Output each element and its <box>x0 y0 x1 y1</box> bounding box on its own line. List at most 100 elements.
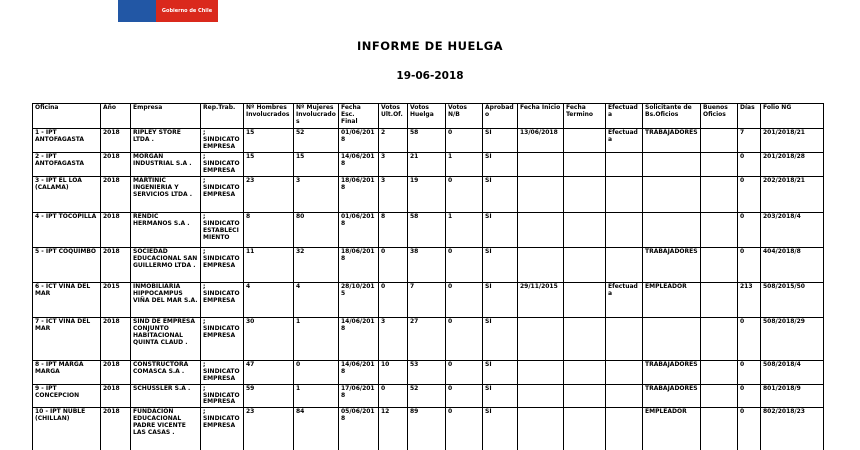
cell-aprobado: SI <box>482 151 518 177</box>
column-header-votos-ult-of: Votos Ult.Of. <box>378 103 408 129</box>
cell-fecha-termino <box>563 211 606 248</box>
cell-fecha-inicio <box>517 246 564 283</box>
cell-hombres: 15 <box>243 128 294 153</box>
cell-votos-nb: 0 <box>445 281 483 318</box>
cell-rep-trab: ; SINDICATO EMPRESA <box>200 407 244 450</box>
cell-empresa: SOCIEDAD EDUCACIONAL SAN GUILLERMO LTDA … <box>130 246 201 283</box>
cell-votos-ult-of: 0 <box>378 281 408 318</box>
cell-ano: 2015 <box>100 281 131 318</box>
cell-fecha-esc-final: 14/06/2018 <box>338 316 379 361</box>
cell-folio-ng: 508/2015/50 <box>760 281 824 318</box>
cell-oficina: 2 - IPT ANTOFAGASTA <box>32 151 101 177</box>
cell-buenos-oficios <box>700 281 738 318</box>
strike-table-container: Oficina Año Empresa Rep.Trab. Nº Hombres Inv… <box>32 103 824 450</box>
column-header-rep-trab: Rep.Trab. <box>200 103 244 129</box>
cell-fecha-inicio <box>517 359 564 385</box>
column-header-mujeres: Nº Mujeres Involucrados <box>293 103 339 129</box>
cell-ano: 2018 <box>100 407 131 450</box>
cell-empresa: MARTINIC INGENIERIA Y SERVICIOS LTDA . <box>130 175 201 213</box>
cell-mujeres: 84 <box>293 407 339 450</box>
cell-solicitante: EMPLEADOR <box>642 281 701 318</box>
column-header-empresa: Empresa <box>130 103 201 129</box>
cell-oficina: 1 - IPT ANTOFAGASTA <box>32 128 101 153</box>
cell-rep-trab: ; SINDICATO EMPRESA <box>200 151 244 177</box>
cell-ano: 2018 <box>100 359 131 385</box>
cell-votos-ult-of: 12 <box>378 407 408 450</box>
cell-buenos-oficios <box>700 211 738 248</box>
cell-oficina: 9 - IPT CONCEPCION <box>32 383 101 409</box>
table-row: 6 - ICT VIÑA DEL MAR 2015 INMOBILIARIA HIP… <box>32 281 824 318</box>
page-title: INFORME DE HUELGA <box>356 39 504 53</box>
cell-fecha-esc-final: 01/06/2018 <box>338 211 379 248</box>
cell-hombres: 15 <box>243 151 294 177</box>
cell-fecha-termino <box>563 281 606 318</box>
cell-efectuada <box>605 246 643 283</box>
cell-fecha-termino <box>563 383 606 409</box>
cell-votos-ult-of: 0 <box>378 383 408 409</box>
column-header-hombres: Nº Hombres Involucrados <box>243 103 294 129</box>
cell-fecha-esc-final: 05/06/2018 <box>338 407 379 450</box>
cell-aprobado: SI <box>482 211 518 248</box>
cell-oficina: 8 - IPT MARGA MARGA <box>32 359 101 385</box>
cell-buenos-oficios <box>700 246 738 283</box>
table-row: 4 - IPT TOCOPILLA 2018 RENDIC HERMANOS S.A… <box>32 211 824 248</box>
cell-solicitante: TRABAJADORES <box>642 383 701 409</box>
cell-ano: 2018 <box>100 151 131 177</box>
cell-fecha-esc-final: 18/06/2018 <box>338 246 379 283</box>
cell-hombres: 59 <box>243 383 294 409</box>
cell-hombres: 4 <box>243 281 294 318</box>
cell-oficina: 7 - ICT VIÑA DEL MAR <box>32 316 101 361</box>
cell-oficina: 5 - IPT COQUIMBO <box>32 246 101 283</box>
table-row: 5 - IPT COQUIMBO 2018 SOCIEDAD EDUCACIONAL… <box>32 246 824 283</box>
cell-votos-huelga: 21 <box>407 151 446 177</box>
cell-votos-huelga: 27 <box>407 316 446 361</box>
cell-dias: 0 <box>737 211 761 248</box>
cell-oficina: 4 - IPT TOCOPILLA <box>32 211 101 248</box>
cell-fecha-inicio <box>517 151 564 177</box>
table-header: Oficina Año Empresa Rep.Trab. Nº Hombres Inv… <box>32 103 824 129</box>
cell-efectuada: Efectuada <box>605 281 643 318</box>
cell-mujeres: 1 <box>293 316 339 361</box>
cell-votos-nb: 0 <box>445 383 483 409</box>
cell-solicitante: TRABAJADORES <box>642 128 701 153</box>
cell-ano: 2018 <box>100 246 131 283</box>
cell-fecha-inicio <box>517 211 564 248</box>
cell-buenos-oficios <box>700 407 738 450</box>
cell-folio-ng: 201/2018/28 <box>760 151 824 177</box>
cell-folio-ng: 201/2018/21 <box>760 128 824 153</box>
cell-hombres: 23 <box>243 407 294 450</box>
table-row: 2 - IPT ANTOFAGASTA 2018 MORGAN INDUSTRIAL… <box>32 151 824 177</box>
cell-empresa: SIND DE EMPRESA CONJUNTO HABITACIONAL QU… <box>130 316 201 361</box>
cell-efectuada <box>605 407 643 450</box>
cell-fecha-esc-final: 28/10/2015 <box>338 281 379 318</box>
cell-votos-nb: 0 <box>445 175 483 213</box>
cell-hombres: 8 <box>243 211 294 248</box>
cell-votos-nb: 0 <box>445 407 483 450</box>
cell-dias: 7 <box>737 128 761 153</box>
cell-fecha-termino <box>563 151 606 177</box>
cell-empresa: CONSTRUCTORA COMASCA S.A . <box>130 359 201 385</box>
cell-fecha-termino <box>563 246 606 283</box>
cell-fecha-esc-final: 17/06/2018 <box>338 383 379 409</box>
column-header-efectuada: Efectuada <box>605 103 643 129</box>
column-header-ano: Año <box>100 103 131 129</box>
cell-dias: 0 <box>737 151 761 177</box>
cell-votos-huelga: 19 <box>407 175 446 213</box>
cell-oficina: 3 - IPT EL LOA (CALAMA) <box>32 175 101 213</box>
column-header-votos-huelga: Votos Huelga <box>407 103 446 129</box>
cell-votos-nb: 0 <box>445 359 483 385</box>
cell-empresa: INMOBILIARIA HIPPOCAMPUS VIÑA DEL MAR S.… <box>130 281 201 318</box>
cell-dias: 0 <box>737 175 761 213</box>
cell-fecha-inicio <box>517 407 564 450</box>
table-row: 7 - ICT VIÑA DEL MAR 2018 SIND DE EMPRESA … <box>32 316 824 361</box>
cell-rep-trab: ; SINDICATO EMPRESA <box>200 316 244 361</box>
cell-rep-trab: ; SINDICATO EMPRESA <box>200 383 244 409</box>
cell-efectuada <box>605 316 643 361</box>
cell-rep-trab: ; SINDICATO EMPRESA <box>200 359 244 385</box>
cell-mujeres: 0 <box>293 359 339 385</box>
column-header-fecha-termino: Fecha Termino <box>563 103 606 129</box>
cell-fecha-esc-final: 18/06/2018 <box>338 175 379 213</box>
cell-buenos-oficios <box>700 151 738 177</box>
cell-empresa: FUNDACION EDUCACIONAL PADRE VICENTE LAS … <box>130 407 201 450</box>
cell-rep-trab: ; SINDICATO EMPRESA <box>200 128 244 153</box>
